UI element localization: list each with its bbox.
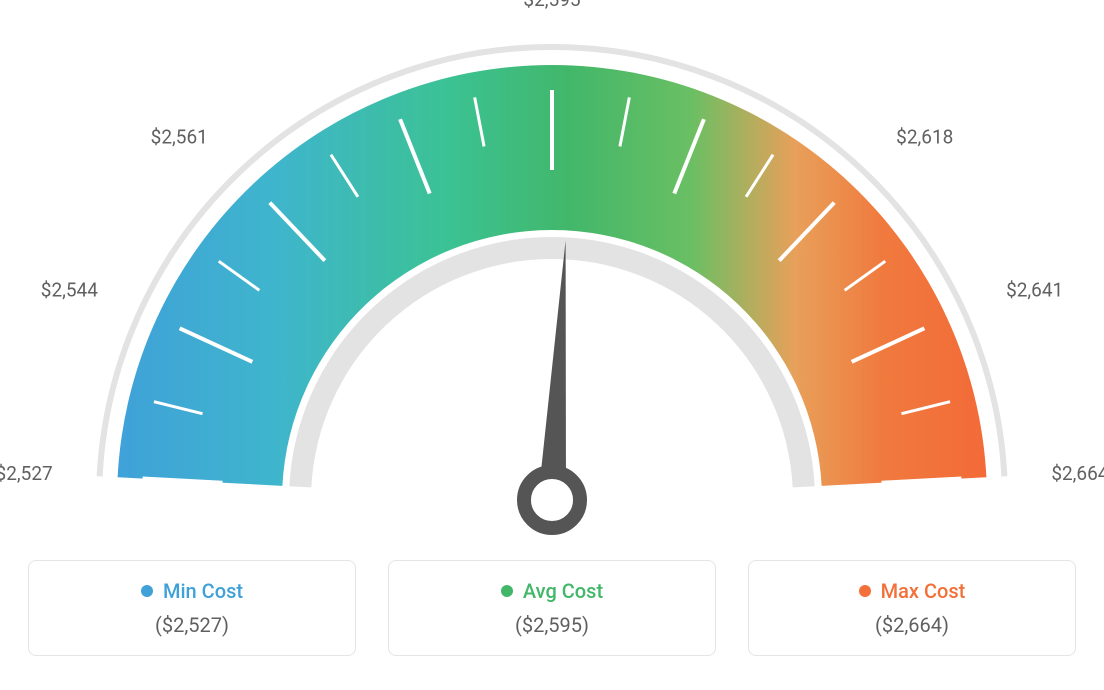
- legend-item-min: Min Cost ($2,527): [28, 560, 356, 656]
- gauge-tick-label: $2,618: [896, 125, 953, 148]
- legend-value-min: ($2,527): [49, 613, 335, 637]
- legend-dot-max: [859, 585, 871, 597]
- legend: Min Cost ($2,527) Avg Cost ($2,595) Max …: [0, 560, 1104, 656]
- legend-value-max: ($2,664): [769, 613, 1055, 637]
- gauge-tick-label: $2,595: [523, 0, 580, 11]
- gauge-tick-label: $2,561: [151, 125, 208, 148]
- legend-label-max: Max Cost: [881, 579, 966, 603]
- legend-value-avg: ($2,595): [409, 613, 695, 637]
- legend-item-max: Max Cost ($2,664): [748, 560, 1076, 656]
- legend-item-avg: Avg Cost ($2,595): [388, 560, 716, 656]
- gauge-tick-label: $2,527: [0, 462, 53, 485]
- gauge-tick-label: $2,544: [41, 279, 98, 302]
- legend-dot-avg: [501, 585, 513, 597]
- gauge-svg: $2,527 $2,544 $2,561 $2,595 $2,618 $2,641 $2,6…: [0, 0, 1104, 560]
- legend-dot-min: [141, 585, 153, 597]
- gauge-chart: $2,527 $2,544 $2,561 $2,595 $2,618 $2,641 $2,6…: [0, 0, 1104, 560]
- gauge-tick-label: $2,664: [1051, 462, 1104, 485]
- legend-label-min: Min Cost: [163, 579, 243, 603]
- gauge-tick-label: $2,641: [1006, 279, 1063, 302]
- legend-label-avg: Avg Cost: [523, 579, 603, 603]
